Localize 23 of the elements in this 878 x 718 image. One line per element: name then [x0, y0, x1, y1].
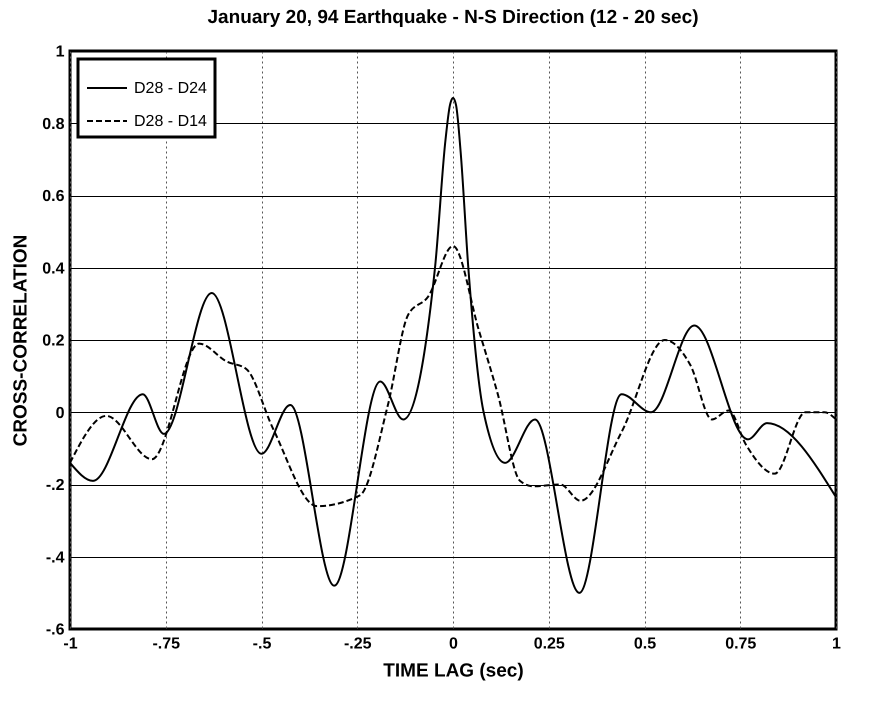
chart-title: January 20, 94 Earthquake - N-S Direction (12 - 20 sec) — [207, 7, 699, 28]
y-tick-label: 0.4 — [42, 260, 65, 278]
y-tick-label: -.6 — [46, 622, 65, 638]
x-tick-label: -.75 — [152, 636, 180, 652]
x-tick-label: 0.5 — [634, 636, 656, 652]
y-tick-label: 0.6 — [42, 188, 65, 205]
legend-label: D28 - D14 — [134, 113, 208, 130]
y-tick-label: 0.8 — [42, 116, 65, 133]
y-tick-label: 0 — [56, 404, 65, 422]
x-tick-label: -.25 — [344, 636, 372, 652]
y-tick-label: 1 — [56, 44, 65, 60]
x-tick-label: 0.75 — [725, 636, 756, 652]
x-tick-label: 0 — [449, 636, 458, 652]
y-tick-label: -.4 — [46, 549, 65, 566]
y-tick-label: 0.2 — [42, 332, 65, 350]
x-tick-label: 0.25 — [534, 636, 565, 652]
x-tick-label: 1 — [832, 636, 842, 652]
x-tick-label: -1 — [63, 636, 78, 652]
y-tick-label: -.2 — [46, 477, 65, 494]
x-tick-label: -.5 — [252, 636, 272, 652]
x-axis-title: TIME LAG (sec) — [383, 660, 524, 682]
legend-label: D28 - D24 — [134, 80, 208, 97]
y-axis-title: CROSS-CORRELATION — [10, 234, 32, 446]
